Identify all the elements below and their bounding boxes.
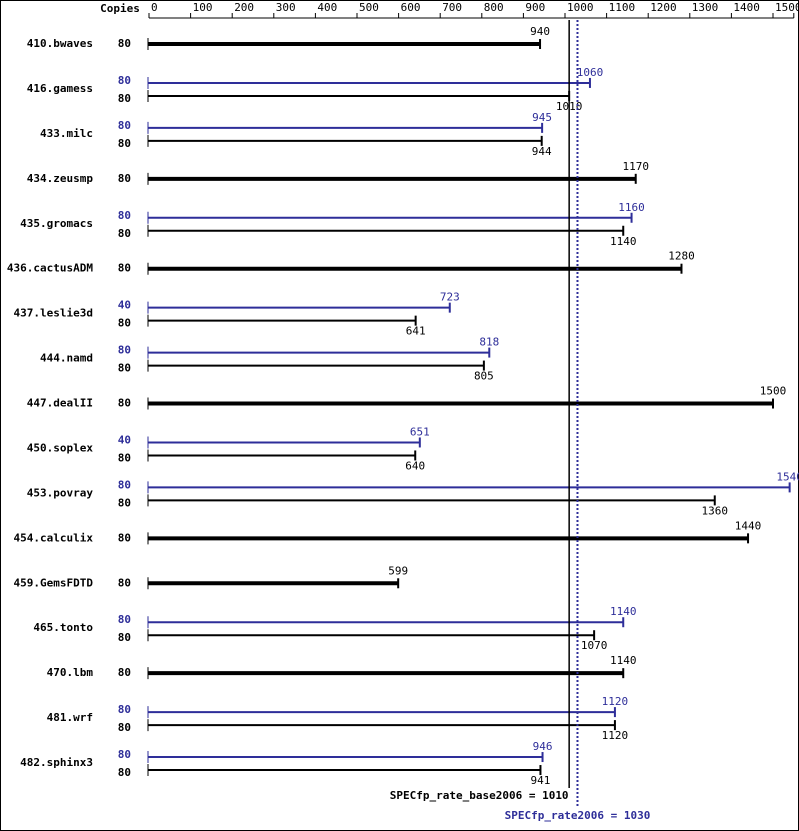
category-label: 481.wrf xyxy=(47,711,93,724)
value-label: 1160 xyxy=(618,201,645,214)
copies: 80 xyxy=(118,137,131,150)
value-label: 944 xyxy=(532,145,552,158)
x-tick-label: 1000 xyxy=(567,1,594,14)
copies: 80 xyxy=(118,362,131,375)
value-label: 1060 xyxy=(577,66,604,79)
category-label: 482.sphinx3 xyxy=(20,756,93,769)
x-tick-label: 1550 xyxy=(796,1,799,14)
x-tick-label: 500 xyxy=(359,1,379,14)
copies: 80 xyxy=(118,478,131,491)
value-label: 946 xyxy=(533,740,553,753)
value-label: 1500 xyxy=(760,385,787,398)
x-tick-label: 1400 xyxy=(733,1,760,14)
category-label: 436.cactusADM xyxy=(7,262,93,275)
value-label: 1120 xyxy=(602,729,629,742)
category-label: 416.gamess xyxy=(27,82,93,95)
value-label: 1540 xyxy=(776,470,799,483)
x-tick-label: 600 xyxy=(401,1,421,14)
copies: 80 xyxy=(118,74,131,87)
value-label: 1120 xyxy=(602,695,629,708)
value-label: 940 xyxy=(530,25,550,38)
value-label: 1070 xyxy=(581,639,608,652)
category-label: 465.tonto xyxy=(33,621,93,634)
category-label: 434.zeusmp xyxy=(27,172,94,185)
value-label: 1140 xyxy=(610,654,637,667)
copies: 80 xyxy=(118,496,131,509)
category-label: 453.povray xyxy=(27,486,94,499)
value-label: 651 xyxy=(410,425,430,438)
copies: 80 xyxy=(118,344,131,357)
category-label: 410.bwaves xyxy=(27,37,93,50)
copies: 40 xyxy=(118,433,131,446)
category-label: 437.leslie3d xyxy=(14,307,93,320)
category-label: 470.lbm xyxy=(47,666,94,679)
copies: 80 xyxy=(118,703,131,716)
x-tick-label: 900 xyxy=(525,1,545,14)
x-tick-label: 400 xyxy=(317,1,337,14)
x-tick-label: 1200 xyxy=(650,1,677,14)
value-label: 723 xyxy=(440,291,460,304)
category-label: 450.soplex xyxy=(27,441,94,454)
copies: 80 xyxy=(118,721,131,734)
copies: 80 xyxy=(118,209,131,222)
x-tick-label: 0 xyxy=(151,1,158,14)
x-tick-label: 800 xyxy=(484,1,504,14)
value-label: 640 xyxy=(405,459,425,472)
copies: 80 xyxy=(118,631,131,644)
value-label: 1280 xyxy=(668,250,695,263)
value-label: 641 xyxy=(406,325,426,338)
x-tick-label: 1300 xyxy=(692,1,719,14)
value-label: 941 xyxy=(531,774,551,787)
copies-header: Copies xyxy=(100,2,140,15)
copies: 80 xyxy=(118,748,131,761)
x-tick-label: 200 xyxy=(234,1,254,14)
x-tick-label: 1100 xyxy=(609,1,636,14)
copies: 80 xyxy=(118,451,131,464)
copies: 80 xyxy=(118,227,131,240)
copies: 80 xyxy=(118,613,131,626)
copies: 80 xyxy=(118,576,131,589)
value-label: 1360 xyxy=(702,504,729,517)
reference-label: SPECfp_rate_base2006 = 1010 xyxy=(390,789,569,802)
copies: 40 xyxy=(118,299,131,312)
value-label: 599 xyxy=(388,564,408,577)
value-label: 1140 xyxy=(610,605,637,618)
copies: 80 xyxy=(118,37,131,50)
x-tick-label: 300 xyxy=(276,1,296,14)
value-label: 945 xyxy=(532,111,552,124)
copies: 80 xyxy=(118,317,131,330)
copies: 80 xyxy=(118,262,131,275)
copies: 80 xyxy=(118,666,131,679)
category-label: 435.gromacs xyxy=(20,217,93,230)
value-label: 1170 xyxy=(622,160,649,173)
copies: 80 xyxy=(118,531,131,544)
copies: 80 xyxy=(118,766,131,779)
value-label: 805 xyxy=(474,370,494,383)
copies: 80 xyxy=(118,92,131,105)
copies: 80 xyxy=(118,172,131,185)
reference-label: SPECfp_rate2006 = 1030 xyxy=(505,809,651,822)
x-tick-label: 700 xyxy=(442,1,462,14)
x-tick-label: 100 xyxy=(193,1,213,14)
category-label: 454.calculix xyxy=(14,531,94,544)
x-tick-label: 1500 xyxy=(775,1,799,14)
category-label: 447.dealII xyxy=(27,397,93,410)
category-label: 444.namd xyxy=(40,352,93,365)
value-label: 818 xyxy=(479,336,499,349)
value-label: 1440 xyxy=(735,519,762,532)
value-label: 1140 xyxy=(610,235,637,248)
copies: 80 xyxy=(118,119,131,132)
category-label: 459.GemsFDTD xyxy=(14,576,94,589)
category-label: 433.milc xyxy=(40,127,93,140)
copies: 80 xyxy=(118,397,131,410)
